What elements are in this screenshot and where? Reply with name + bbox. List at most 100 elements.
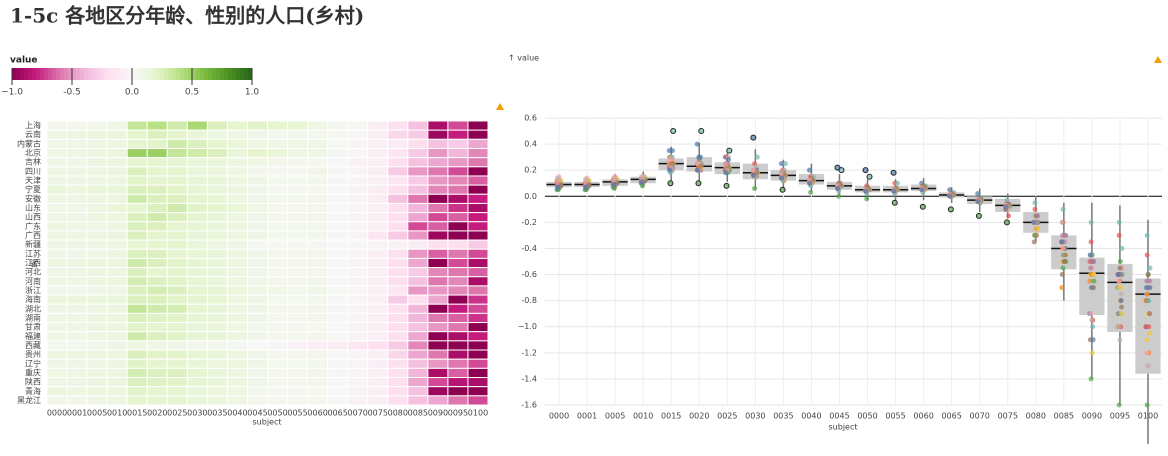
heatmap-cell <box>186 303 208 314</box>
heatmap-cell <box>126 157 148 168</box>
heatmap-cell <box>387 303 409 314</box>
heatmap-cell <box>86 276 108 287</box>
data-point <box>1119 304 1125 310</box>
heatmap-cell <box>367 322 389 333</box>
heatmap-cell <box>86 312 108 324</box>
y-tick-label: 河南 <box>25 276 41 286</box>
heatmap-cell <box>307 267 329 278</box>
legend-swatch <box>140 68 145 80</box>
x-tick-label: 0095 <box>448 409 468 418</box>
data-point <box>723 182 730 189</box>
heatmap-cell <box>46 303 68 314</box>
data-point <box>834 164 841 171</box>
legend-swatch <box>16 68 21 80</box>
heatmap-cell <box>46 212 68 223</box>
data-point <box>667 180 674 187</box>
heatmap-cell <box>407 349 429 360</box>
heatmap-cell <box>287 120 309 131</box>
heatmap-cell <box>427 285 449 296</box>
heatmap-cell <box>166 294 188 305</box>
legend-swatch <box>76 68 81 80</box>
y-tick-label: 青海 <box>25 386 41 396</box>
heatmap-cell <box>166 147 188 159</box>
legend-tick-label: -0.5 <box>63 88 81 98</box>
heatmap-cell <box>427 221 449 232</box>
heatmap-cell <box>166 303 188 314</box>
heatmap-cell <box>367 212 389 223</box>
heatmap-cell <box>327 367 349 379</box>
x-tick-label: 0080 <box>388 409 408 418</box>
heatmap-cell <box>447 166 469 177</box>
heatmap-cell <box>267 303 289 314</box>
heatmap-cell <box>226 147 248 159</box>
legend-swatch <box>56 68 61 80</box>
heatmap-cell <box>86 386 108 397</box>
heatmap-cell <box>267 285 289 296</box>
heatmap-cell <box>206 147 228 159</box>
heatmap-cell <box>467 276 489 287</box>
heatmap-cell <box>387 267 409 278</box>
x-tick-label: 0001 <box>67 409 87 418</box>
y-tick-label: 广东 <box>25 221 41 231</box>
heatmap-cell <box>166 193 188 204</box>
heatmap-cell <box>427 276 449 287</box>
heatmap-cell <box>46 358 68 369</box>
heatmap-cell <box>427 239 449 250</box>
x-tick-label: 0035 <box>207 409 227 418</box>
data-point <box>556 176 562 182</box>
legend-swatch <box>88 68 93 80</box>
heatmap-cell <box>186 147 208 159</box>
data-point <box>1088 239 1094 245</box>
heatmap-cell <box>146 312 168 324</box>
heatmap-cell <box>146 193 168 204</box>
legend-swatch <box>52 68 57 80</box>
heatmap-cell <box>146 340 168 351</box>
heatmap-cell <box>367 193 389 204</box>
data-point <box>667 157 673 163</box>
heatmap-cell <box>447 340 469 351</box>
heatmap-cell <box>447 129 469 140</box>
heatmap-cell <box>226 349 248 360</box>
heatmap-cell <box>367 248 389 259</box>
data-point <box>779 175 785 181</box>
data-point <box>667 167 673 173</box>
legend-swatch <box>180 68 185 80</box>
heatmap-cell <box>387 312 409 324</box>
heatmap-cell <box>146 239 168 250</box>
data-point <box>1091 278 1097 284</box>
heatmap-cell <box>146 377 168 388</box>
data-point <box>1059 239 1065 245</box>
heatmap-cell <box>327 175 349 186</box>
heatmap-cell <box>447 221 469 232</box>
heatmap-cell <box>66 175 88 186</box>
heatmap-cell <box>347 147 369 159</box>
heatmap-cell <box>407 395 429 406</box>
heatmap-cell <box>126 377 148 388</box>
heatmap-cell <box>86 257 108 269</box>
heatmap-cell <box>206 349 228 360</box>
legend-swatch <box>228 68 233 80</box>
heatmap-cell <box>186 349 208 360</box>
heatmap-cell <box>106 129 128 140</box>
legend-tick-label: 1.0 <box>245 88 260 98</box>
legend-swatch <box>112 68 117 80</box>
heatmap-cell <box>186 294 208 305</box>
heatmap-cell <box>206 166 228 177</box>
heatmap-cell <box>387 349 409 360</box>
data-point <box>1144 232 1150 238</box>
heatmap-cell <box>467 294 489 305</box>
legend-swatch <box>120 68 125 80</box>
heatmap-cell <box>226 166 248 177</box>
heatmap-cell <box>106 120 128 131</box>
heatmap-cell <box>206 138 228 149</box>
heatmap-cell <box>186 175 208 186</box>
heatmap-cell <box>66 202 88 214</box>
heatmap-cell <box>427 340 449 351</box>
legend-swatch <box>48 68 53 80</box>
heatmap-cell <box>66 120 88 131</box>
heatmap-cell <box>327 276 349 287</box>
y-tick-label: -0.6 <box>521 270 537 279</box>
heatmap-cell <box>106 147 128 159</box>
x-tick-label: 0100 <box>468 409 488 418</box>
heatmap-cell <box>66 212 88 223</box>
